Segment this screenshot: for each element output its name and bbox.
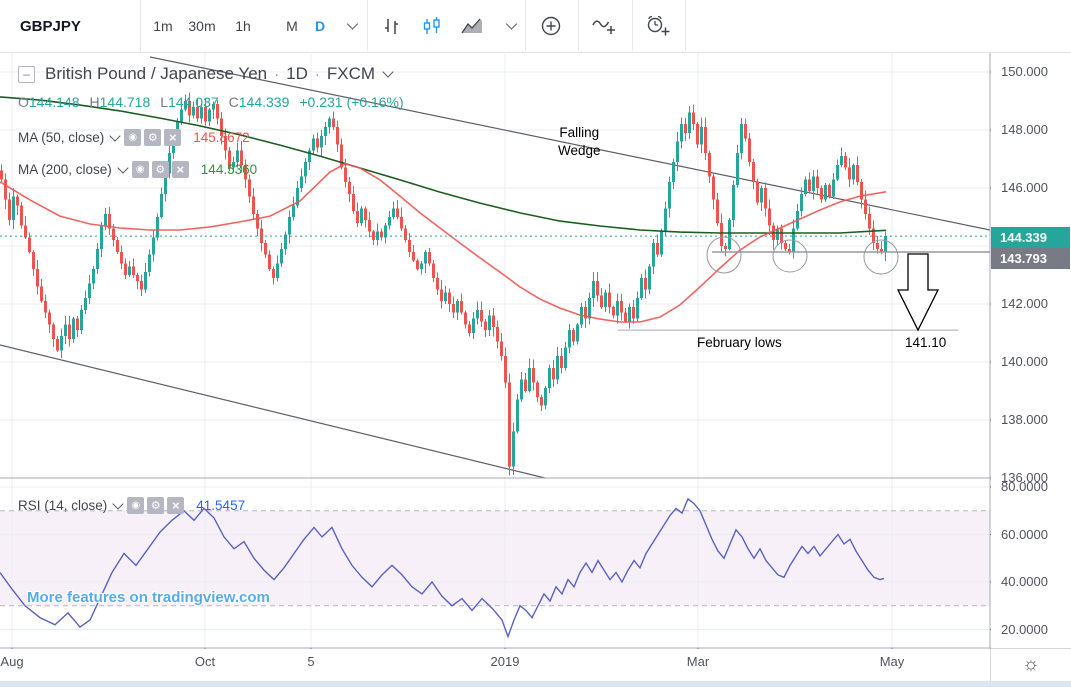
rsi-label: RSI (14, close) xyxy=(18,498,108,513)
price-axis-label: 138.000 xyxy=(1001,412,1048,427)
ma200-value: 144.5360 xyxy=(200,162,258,177)
interval-D-active[interactable]: D xyxy=(314,18,326,34)
high-label: H xyxy=(89,94,100,110)
close-icon[interactable]: × xyxy=(164,129,182,146)
compare-add-icon[interactable] xyxy=(540,0,562,52)
axis-settings-sun-icon[interactable]: ☼ xyxy=(991,649,1071,681)
trendlines xyxy=(0,56,991,479)
symbol-name[interactable]: GBPJPY xyxy=(20,17,81,35)
time-axis-label: Aug xyxy=(0,654,24,669)
low-value: 144.037 xyxy=(168,94,219,110)
candles-layer xyxy=(0,92,887,476)
top-toolbar: GBPJPY 1m 30m 1h M D xyxy=(0,0,1071,53)
interval-dropdown-chevron-icon[interactable] xyxy=(342,0,359,52)
bottom-strip xyxy=(0,681,1071,687)
interval-M[interactable]: M xyxy=(286,18,298,34)
rsi-value: 41.5457 xyxy=(196,498,246,513)
ohlc-row: O 144.148 H 144.718 L 144.037 C 144.339 … xyxy=(18,94,404,110)
gear-icon[interactable]: ⚙ xyxy=(151,161,169,178)
ma200-line xyxy=(0,96,887,234)
interval-1m[interactable]: 1m xyxy=(153,18,173,34)
toolbar-separator xyxy=(140,0,141,51)
high-value: 144.718 xyxy=(99,94,151,110)
gear-icon[interactable]: ⚙ xyxy=(147,497,165,514)
price-badge: 144.339 xyxy=(991,226,1070,248)
low-label: L xyxy=(160,94,169,110)
gear-icon[interactable]: ⚙ xyxy=(144,129,162,146)
ma200-legend: MA (200, close) ◉ ⚙ × 144.5360 xyxy=(18,161,257,178)
ma200-label: MA (200, close) xyxy=(18,162,112,177)
time-axis-label: Mar xyxy=(686,654,710,669)
ma50-chevron-icon[interactable] xyxy=(109,129,121,142)
circle-drawing[interactable] xyxy=(706,236,742,274)
circle-drawing[interactable] xyxy=(772,239,808,273)
close-value: 144.339 xyxy=(238,94,290,110)
rsi-legend: RSI (14, close) ◉ ⚙ × 41.5457 xyxy=(18,497,245,514)
close-icon[interactable]: × xyxy=(171,161,189,178)
title-chevron-icon[interactable] xyxy=(382,66,394,78)
bars-style-icon[interactable] xyxy=(382,0,402,52)
title-dot: · xyxy=(274,65,280,83)
toolbar-separator xyxy=(367,0,368,51)
price-axis-label: 142.000 xyxy=(1001,296,1048,311)
time-axis[interactable]: Aug Oct 5 2019 Mar May xyxy=(0,649,990,681)
target-price-text[interactable]: 141.10 xyxy=(905,335,947,350)
rsi-line xyxy=(0,497,885,639)
eye-icon[interactable]: ◉ xyxy=(124,129,142,146)
interval-1h[interactable]: 1h xyxy=(235,18,251,34)
price-badge: 143.793 xyxy=(991,247,1070,269)
eye-icon[interactable]: ◉ xyxy=(127,497,145,514)
circle-drawing[interactable] xyxy=(863,239,899,275)
time-axis-label: Oct xyxy=(194,654,216,669)
toolbar-separator xyxy=(578,0,579,51)
time-axis-label: May xyxy=(879,654,905,669)
ma200-chevron-icon[interactable] xyxy=(117,161,129,174)
close-label: C xyxy=(228,94,239,110)
change-value: +0.231 (+0.16%) xyxy=(299,94,404,110)
price-axis-label: 140.000 xyxy=(1001,354,1048,369)
price-axis-label: 60.0000 xyxy=(1001,526,1048,542)
toolbar-separator xyxy=(525,0,526,51)
eye-icon[interactable]: ◉ xyxy=(131,161,149,178)
ma50-legend: MA (50, close) ◉ ⚙ × 145.8672 xyxy=(18,129,250,146)
alert-icon[interactable] xyxy=(645,0,671,52)
open-label: O xyxy=(18,94,29,110)
price-axis-label: 40.0000 xyxy=(1001,574,1048,589)
down-arrow-drawing[interactable] xyxy=(896,253,940,332)
rsi-chevron-icon[interactable] xyxy=(112,497,124,510)
tradingview-watermark-link[interactable]: More features on tradingview.com xyxy=(27,589,270,606)
time-axis-label: 2019 xyxy=(490,654,520,669)
price-axis-label: 20.0000 xyxy=(1001,621,1048,637)
collapse-pane-icon[interactable]: – xyxy=(18,65,35,83)
indicators-icon[interactable] xyxy=(591,0,617,52)
price-axis[interactable]: 150.000 148.000 146.000 142.000 140.000 138.0… xyxy=(991,52,1071,648)
title-dot: · xyxy=(314,65,320,83)
toolbar-separator xyxy=(632,0,633,51)
price-axis-label: 80.0000 xyxy=(1001,479,1048,494)
title-interval: 1D xyxy=(286,64,308,83)
falling-wedge-text[interactable]: Falling Wedge xyxy=(558,125,601,158)
february-lows-text[interactable]: February lows xyxy=(697,335,782,350)
area-style-icon[interactable] xyxy=(461,0,483,52)
ma50-line xyxy=(0,163,887,323)
time-axis-label: 5 xyxy=(307,654,315,669)
candles-style-icon[interactable] xyxy=(422,0,443,52)
toolbar-separator xyxy=(685,0,686,51)
ma50-value: 145.8672 xyxy=(193,130,250,145)
chart-title-row: – British Pound / Japanese Yen · 1D · FX… xyxy=(18,64,394,84)
title-exchange: FXCM xyxy=(326,64,376,83)
interval-30m[interactable]: 30m xyxy=(188,18,216,34)
instrument-title[interactable]: British Pound / Japanese Yen xyxy=(45,64,268,83)
close-icon[interactable]: × xyxy=(167,497,185,514)
style-dropdown-chevron-icon[interactable] xyxy=(501,0,518,52)
price-axis-label: 146.000 xyxy=(1001,180,1048,195)
price-axis-label: 148.000 xyxy=(1001,122,1048,137)
ma50-label: MA (50, close) xyxy=(18,130,105,145)
price-axis-label: 150.000 xyxy=(1001,64,1048,79)
price-axis-label: 136.000 xyxy=(1001,470,1048,485)
open-value: 144.148 xyxy=(28,94,80,110)
